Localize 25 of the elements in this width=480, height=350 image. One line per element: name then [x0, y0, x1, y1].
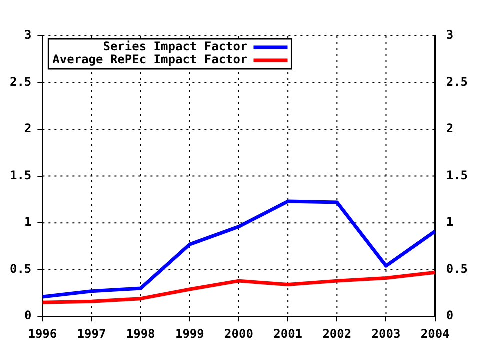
x-tick-label: 1997: [77, 326, 106, 341]
x-tick-label: 2004: [420, 326, 450, 341]
y-tick-label: 2.5: [446, 74, 468, 89]
x-tick-label: 2002: [322, 326, 352, 341]
x-tick-label: 1996: [28, 326, 58, 341]
y-tick-label: 1: [446, 215, 454, 230]
y2-tick-label: 1.5: [10, 168, 32, 182]
y2-tick-label: 2: [24, 122, 32, 136]
legend-label: Average RePEc Impact Factor: [52, 52, 248, 67]
y-tick-label: 1.5: [446, 168, 468, 182]
y-tick-label: 2: [446, 122, 454, 136]
y2-tick-label: 0.5: [10, 262, 32, 276]
x-tick-label: 2001: [274, 326, 303, 341]
x-tick-label: 1999: [175, 326, 204, 341]
y-tick-label: 0: [446, 308, 454, 323]
y2-tick-label: 3: [24, 28, 32, 42]
x-tick-label: 2000: [224, 326, 254, 341]
y2-tick-label: 0: [24, 308, 32, 323]
y2-tick-label: 1: [24, 215, 32, 230]
x-tick-label: 1998: [126, 326, 156, 341]
y2-tick-label: 2.5: [10, 74, 32, 89]
y-tick-label: 0.5: [446, 262, 468, 276]
y-tick-label: 3: [446, 28, 454, 42]
x-tick-label: 2003: [372, 326, 401, 341]
legend-label: Series Impact Factor: [103, 40, 248, 54]
